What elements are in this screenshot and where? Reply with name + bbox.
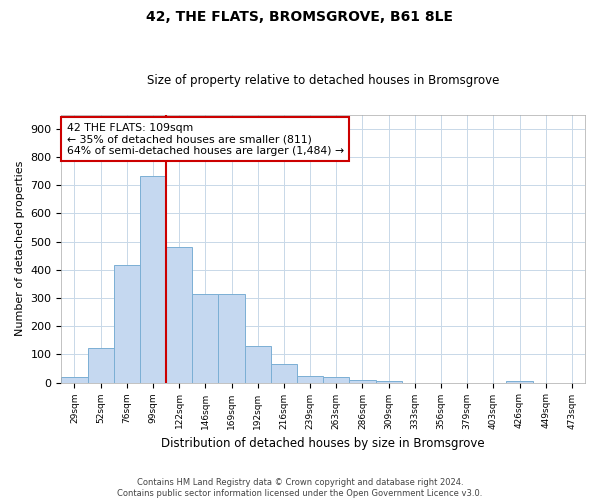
Bar bbox=[61, 378, 88, 382]
Bar bbox=[271, 364, 297, 382]
Bar bbox=[323, 377, 349, 382]
Bar bbox=[114, 264, 140, 382]
Bar bbox=[166, 247, 193, 382]
Bar bbox=[297, 376, 323, 382]
Bar bbox=[349, 380, 376, 382]
Text: 42, THE FLATS, BROMSGROVE, B61 8LE: 42, THE FLATS, BROMSGROVE, B61 8LE bbox=[146, 10, 454, 24]
Bar bbox=[193, 294, 218, 382]
Bar bbox=[376, 381, 402, 382]
Y-axis label: Number of detached properties: Number of detached properties bbox=[15, 161, 25, 336]
Text: 42 THE FLATS: 109sqm
← 35% of detached houses are smaller (811)
64% of semi-deta: 42 THE FLATS: 109sqm ← 35% of detached h… bbox=[67, 122, 344, 156]
Bar bbox=[88, 348, 114, 382]
X-axis label: Distribution of detached houses by size in Bromsgrove: Distribution of detached houses by size … bbox=[161, 437, 485, 450]
Text: Contains HM Land Registry data © Crown copyright and database right 2024.
Contai: Contains HM Land Registry data © Crown c… bbox=[118, 478, 482, 498]
Bar bbox=[140, 176, 166, 382]
Bar bbox=[506, 381, 533, 382]
Bar bbox=[245, 346, 271, 383]
Bar bbox=[218, 294, 245, 382]
Title: Size of property relative to detached houses in Bromsgrove: Size of property relative to detached ho… bbox=[147, 74, 499, 87]
